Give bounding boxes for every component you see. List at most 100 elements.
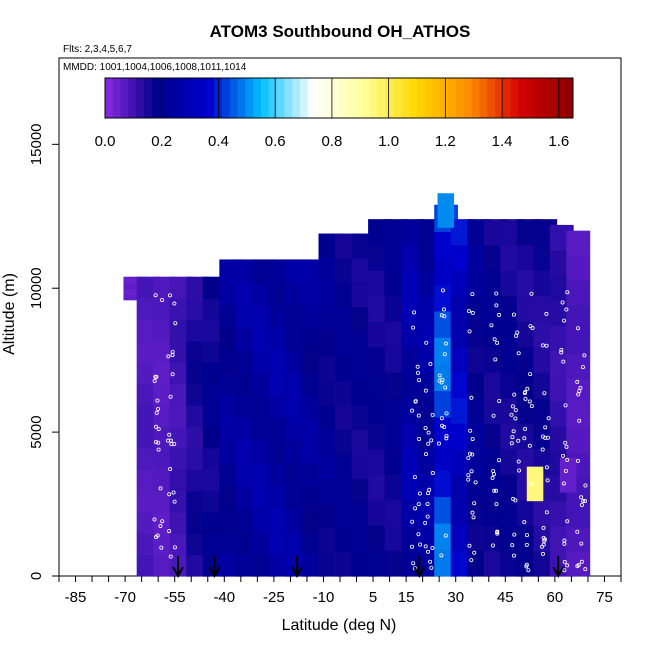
colorbar-swatch bbox=[339, 78, 348, 118]
colorbar-swatch bbox=[105, 78, 114, 118]
curtain-cell bbox=[123, 289, 148, 293]
colorbar-swatch bbox=[487, 78, 496, 118]
observation-point bbox=[172, 441, 177, 446]
observation-point bbox=[513, 498, 518, 503]
observation-point bbox=[562, 568, 567, 573]
colorbar-swatch bbox=[136, 78, 145, 118]
observation-point bbox=[470, 452, 475, 457]
observation-point bbox=[565, 457, 570, 462]
observation-point bbox=[497, 398, 502, 403]
observation-point bbox=[430, 471, 435, 476]
observation-point bbox=[444, 433, 449, 438]
observation-point bbox=[510, 404, 515, 409]
profile-arrow-head bbox=[413, 566, 426, 579]
observation-point bbox=[494, 303, 499, 308]
observation-point bbox=[416, 532, 421, 537]
colorbar-swatch bbox=[409, 78, 418, 118]
colorbar-swatch bbox=[112, 78, 122, 118]
x-tick-label: -70 bbox=[114, 589, 136, 606]
colorbar-swatch bbox=[541, 78, 551, 118]
observation-point bbox=[167, 492, 172, 497]
colorbar-swatch bbox=[393, 78, 402, 118]
dates-label: MMDD: 1001,1004,1006,1008,1011,1014 bbox=[63, 62, 247, 73]
observation-point bbox=[436, 441, 441, 446]
profile-arrow-head bbox=[172, 566, 184, 579]
observation-point bbox=[494, 488, 499, 493]
observation-point bbox=[497, 458, 502, 463]
observation-point bbox=[528, 324, 533, 329]
observation-point bbox=[437, 373, 442, 378]
observation-point bbox=[430, 546, 435, 551]
observation-point bbox=[156, 406, 161, 411]
observation-point bbox=[468, 428, 473, 433]
observation-point bbox=[437, 378, 442, 383]
observation-point bbox=[469, 395, 474, 400]
observation-point bbox=[429, 565, 434, 570]
observation-point bbox=[167, 432, 172, 437]
observation-point bbox=[443, 385, 448, 390]
observation-point bbox=[160, 519, 165, 524]
observation-point bbox=[565, 519, 570, 524]
observation-point bbox=[583, 567, 588, 572]
observation-point bbox=[561, 481, 566, 486]
observation-point bbox=[466, 473, 471, 478]
observation-point bbox=[576, 392, 581, 397]
colorbar-swatch bbox=[471, 78, 480, 118]
observation-point bbox=[155, 398, 160, 403]
colorbar-swatch bbox=[292, 78, 301, 118]
colorbar-swatch bbox=[557, 78, 566, 118]
observation-point bbox=[412, 310, 417, 315]
curtain-cell bbox=[123, 294, 148, 298]
observation-point bbox=[489, 323, 494, 328]
observation-point bbox=[581, 499, 586, 504]
observation-point bbox=[467, 451, 472, 456]
observation-point bbox=[159, 545, 164, 550]
x-tick-label: 5 bbox=[369, 589, 377, 606]
colorbar-swatch bbox=[370, 78, 379, 118]
observation-point bbox=[417, 378, 422, 383]
observation-point bbox=[424, 452, 429, 457]
curtain-hotspots bbox=[437, 193, 577, 502]
observation-point bbox=[413, 399, 418, 404]
observation-point bbox=[168, 467, 173, 472]
observation-point bbox=[156, 427, 161, 432]
observation-point bbox=[415, 370, 420, 375]
observation-point bbox=[493, 357, 498, 362]
curtain-columns bbox=[123, 204, 591, 577]
x-tick-label: -55 bbox=[164, 589, 186, 606]
observation-point bbox=[156, 447, 161, 452]
x-axis: -85 -70 -55 -40 -25 -10 5 15 30 45 60 75 bbox=[58, 576, 622, 606]
observation-point bbox=[426, 549, 431, 554]
observation-point bbox=[153, 293, 158, 298]
curtain-cell bbox=[123, 278, 148, 281]
observation-point bbox=[443, 533, 448, 538]
colorbar-swatch bbox=[401, 78, 410, 118]
observation-point bbox=[509, 412, 514, 417]
observation-point bbox=[563, 440, 568, 445]
observation-point bbox=[173, 321, 178, 326]
observation-point bbox=[467, 329, 472, 334]
curtain-cell bbox=[123, 286, 148, 289]
observation-point bbox=[575, 458, 580, 463]
x-tick-label: 15 bbox=[398, 589, 415, 606]
observation-point bbox=[413, 506, 418, 511]
colorbar-swatch bbox=[183, 78, 192, 118]
observation-point bbox=[523, 426, 528, 431]
curtain-cell bbox=[566, 255, 591, 281]
colorbar-tick-label: 1.6 bbox=[548, 133, 569, 150]
observation-point bbox=[575, 326, 580, 331]
observation-point bbox=[470, 510, 475, 515]
observation-point bbox=[543, 425, 548, 430]
observation-point bbox=[411, 325, 416, 330]
observation-point bbox=[511, 312, 516, 317]
observation-point bbox=[512, 392, 517, 397]
observation-point bbox=[528, 372, 533, 377]
observation-point bbox=[509, 441, 514, 446]
y-tick-label: 10000 bbox=[28, 267, 45, 309]
observation-point bbox=[529, 404, 534, 409]
curtain-cell bbox=[566, 551, 591, 577]
observation-point bbox=[467, 543, 472, 548]
observation-point bbox=[171, 490, 176, 495]
observation-point bbox=[523, 396, 528, 401]
colorbar-swatch bbox=[432, 78, 441, 118]
